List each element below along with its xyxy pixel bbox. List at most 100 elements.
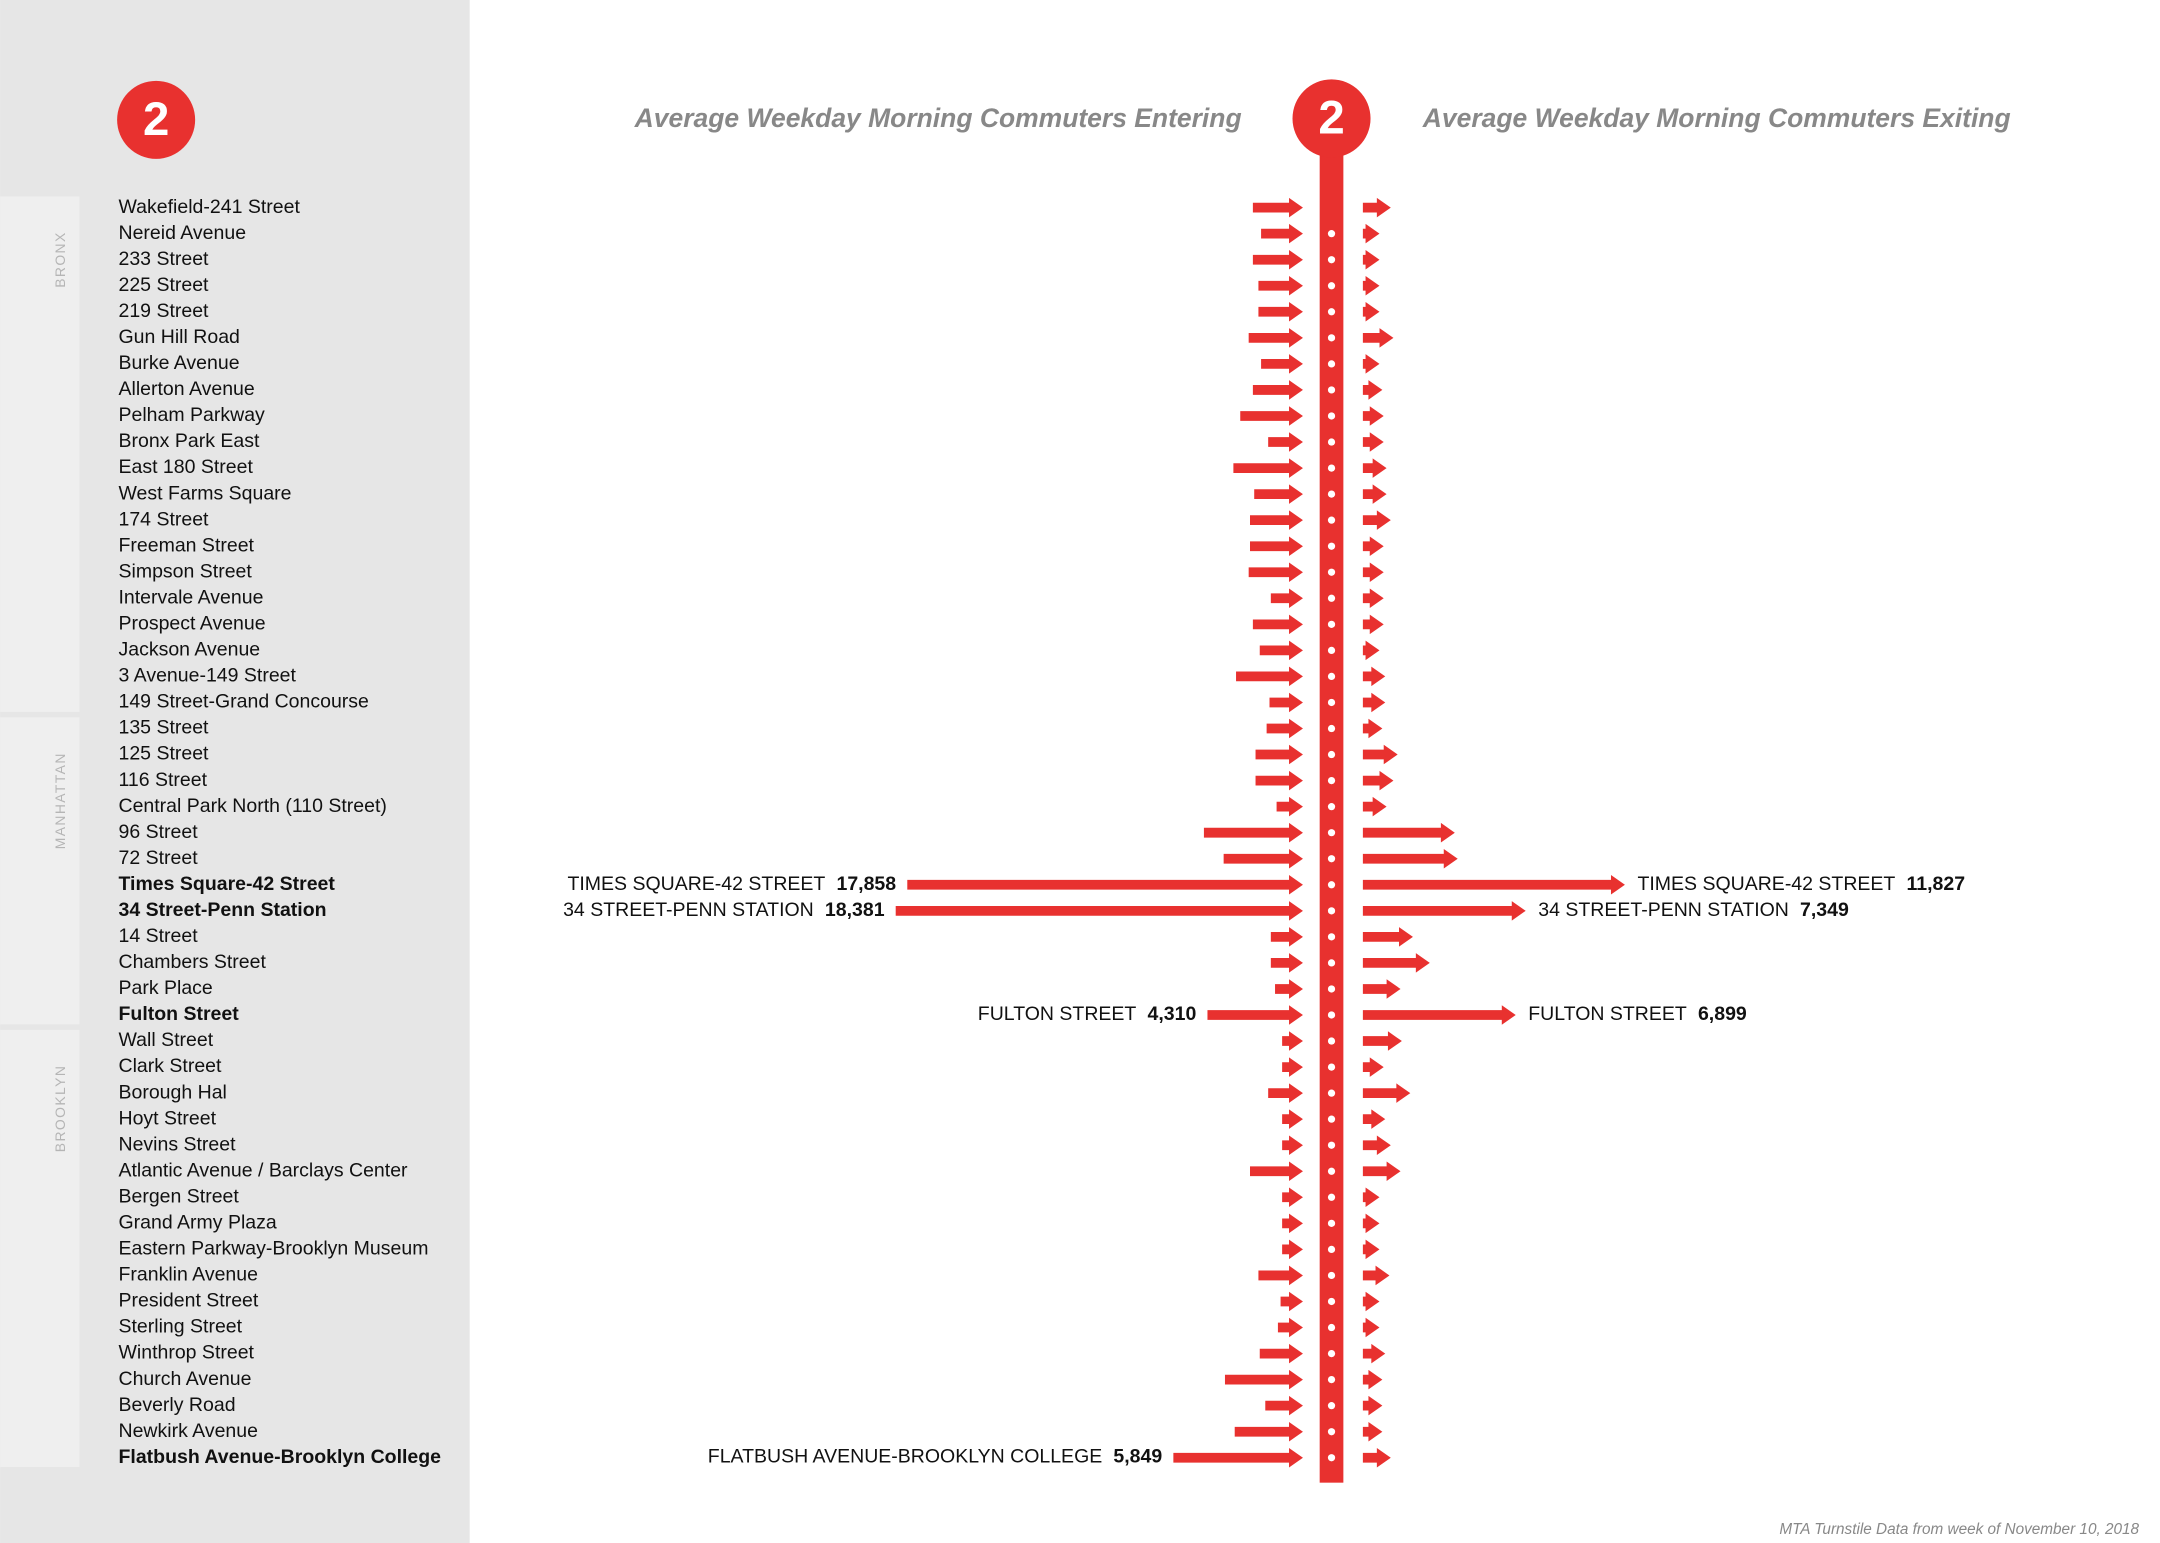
station-name: Burke Avenue [118, 352, 239, 374]
station-name: 233 Street [118, 248, 209, 270]
entering-title: Average Weekday Morning Commuters Enteri… [634, 103, 1242, 133]
arrow [1269, 692, 1303, 713]
arrow [1362, 1395, 1383, 1416]
arrow [1362, 484, 1387, 504]
arrow [1362, 536, 1384, 556]
callout-value: 5,849 [1113, 1446, 1162, 1468]
arrow [895, 901, 1303, 921]
arrow [1282, 1031, 1303, 1051]
arrow [1362, 1343, 1386, 1364]
arrow [1280, 1291, 1303, 1312]
station-dot [1327, 1271, 1336, 1280]
station-name: 96 Street [118, 821, 198, 843]
arrow [1250, 536, 1303, 556]
station-name: Freeman Street [118, 534, 254, 556]
arrow [1207, 1005, 1303, 1025]
station-name: 225 Street [118, 274, 209, 296]
station-name: Hoyt Street [118, 1107, 216, 1129]
arrow [1362, 1005, 1516, 1025]
arrow [1203, 822, 1303, 843]
station-dot [1327, 1193, 1336, 1201]
station-name: Times Square-42 Street [118, 873, 335, 895]
arrow [1261, 223, 1303, 244]
callout: FULTON STREET 4,310 [978, 1003, 1197, 1025]
arrow [1362, 1083, 1411, 1103]
station-dot [1327, 516, 1336, 524]
arrow [1362, 1213, 1380, 1234]
arrow [1255, 744, 1303, 765]
arrow [1362, 1369, 1383, 1390]
arrow [1362, 666, 1386, 687]
callout: 34 STREET-PENN STATION 7,349 [1538, 899, 1849, 921]
borough-band [0, 1029, 80, 1468]
arrow [1240, 406, 1303, 426]
arrow [1258, 276, 1303, 296]
arrow [1252, 197, 1303, 218]
arrow [1258, 1265, 1303, 1286]
callout: 34 STREET-PENN STATION 18,381 [563, 899, 885, 921]
station-name: Central Park North (110 Street) [118, 795, 386, 817]
station-name: Clark Street [118, 1055, 222, 1077]
arrow [1223, 848, 1303, 869]
arrow [1362, 197, 1391, 218]
arrow [1362, 692, 1386, 713]
arrow [1261, 354, 1303, 374]
route-line [1319, 139, 1344, 1483]
station-dot [1327, 360, 1336, 368]
station-dot [1327, 881, 1336, 889]
callout-value: 6,899 [1698, 1003, 1747, 1025]
source-note: MTA Turnstile Data from week of November… [1779, 1521, 2139, 1538]
route-badge [1292, 79, 1371, 158]
callout-name: TIMES SQUARE-42 STREET [567, 873, 825, 895]
station-name: Pelham Parkway [118, 404, 265, 426]
arrow [1362, 562, 1384, 583]
station-dot [1327, 1245, 1336, 1254]
arrow [1362, 354, 1380, 374]
callout-name: FULTON STREET [978, 1003, 1137, 1025]
arrow [1282, 1135, 1303, 1155]
arrow [1282, 1239, 1303, 1260]
station-dot [1327, 985, 1336, 993]
station-name: Wall Street [118, 1029, 213, 1051]
arrow [1282, 1213, 1303, 1234]
station-name: Park Place [118, 977, 212, 999]
station-name: East 180 Street [118, 456, 253, 478]
station-name: Gun Hill Road [118, 326, 239, 348]
arrow [1252, 249, 1303, 270]
station-name: Atlantic Avenue / Barclays Center [118, 1159, 408, 1181]
arrow [1362, 1187, 1380, 1208]
station-name: 34 Street-Penn Station [118, 899, 326, 921]
station-dot [1327, 959, 1336, 967]
station-dot [1327, 1297, 1336, 1306]
arrow [1270, 927, 1303, 947]
arrow [1250, 510, 1303, 530]
station-name: Intervale Avenue [118, 586, 263, 608]
arrow [1236, 666, 1303, 687]
station-dot [1327, 386, 1336, 394]
station-dot [1327, 933, 1336, 941]
arrow [1233, 458, 1303, 478]
station-dot [1327, 1375, 1336, 1384]
arrow [1259, 1343, 1303, 1364]
arrow [1362, 588, 1384, 609]
callout-name: TIMES SQUARE-42 STREET [1637, 873, 1895, 895]
arrow [1362, 1291, 1380, 1312]
station-name: Beverly Road [118, 1394, 235, 1416]
callout-name: FULTON STREET [1528, 1003, 1687, 1025]
borough-band [0, 196, 80, 712]
arrow [1255, 770, 1303, 791]
arrow [1270, 953, 1303, 973]
route-number: 2 [1318, 92, 1344, 145]
arrow [1362, 380, 1383, 400]
station-dot [1327, 1037, 1336, 1045]
station-dot [1327, 490, 1336, 498]
callout-value: 4,310 [1148, 1003, 1197, 1025]
arrow [1362, 458, 1387, 478]
station-dot [1327, 1115, 1336, 1123]
arrow [1362, 927, 1413, 947]
station-name: Nereid Avenue [118, 222, 246, 244]
station-dot [1327, 1141, 1336, 1149]
arrow [1362, 328, 1394, 348]
callout-value: 11,827 [1906, 873, 1965, 895]
callout-value: 7,349 [1800, 899, 1849, 921]
